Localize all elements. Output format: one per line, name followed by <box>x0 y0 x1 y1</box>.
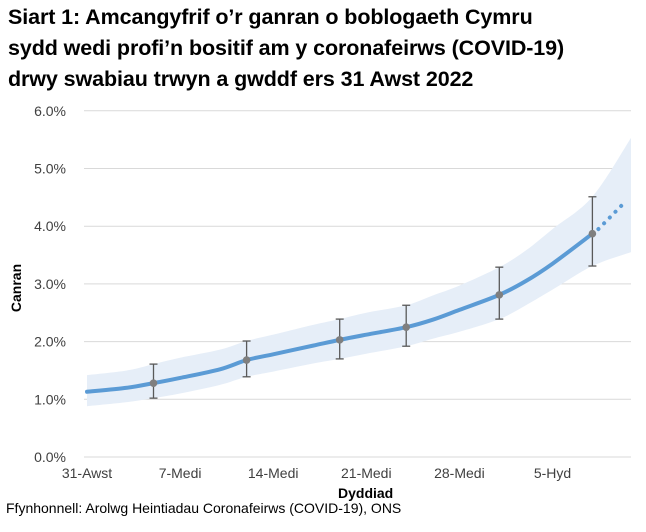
y-tick-label: 6.0% <box>34 103 66 119</box>
estimate-markers <box>149 229 597 387</box>
estimate-marker <box>149 379 158 387</box>
x-tick-label: 21-Medi <box>341 465 392 481</box>
x-tick-label: 31-Awst <box>62 465 112 481</box>
estimate-marker <box>335 336 344 344</box>
y-axis-ticks: 0.0% 1.0% 2.0% 3.0% 4.0% 5.0% 6.0% <box>34 103 66 465</box>
projection-dotted-line <box>596 199 628 232</box>
source-note: Ffynhonnell: Arolwg Heintiadau Coronafei… <box>6 500 402 516</box>
x-tick-label: 7-Medi <box>159 465 202 481</box>
title-line-1: Siart 1: Amcangyfrif o’r ganran o boblog… <box>8 5 533 29</box>
x-tick-label: 14-Medi <box>248 465 299 481</box>
title-line-3: drwy swabiau trwyn a gwddf ers 31 Awst 2… <box>8 67 474 91</box>
x-tick-label: 28-Medi <box>434 465 485 481</box>
y-tick-label: 0.0% <box>34 449 66 465</box>
y-tick-label: 1.0% <box>34 391 66 407</box>
x-tick-label: 5-Hyd <box>534 465 571 481</box>
title-line-2: sydd wedi profi’n bositif am y coronafei… <box>8 36 565 60</box>
estimate-marker <box>242 356 251 364</box>
chart-title: Siart 1: Amcangyfrif o’r ganran o boblog… <box>8 2 646 95</box>
y-tick-label: 4.0% <box>34 218 66 234</box>
x-axis-ticks: 31-Awst 7-Medi 14-Medi 21-Medi 28-Medi 5-Hyd <box>62 465 571 481</box>
estimate-marker <box>588 229 597 238</box>
estimate-marker <box>402 323 411 331</box>
confidence-band <box>87 137 631 407</box>
y-axis-label: Canran <box>8 264 24 312</box>
y-tick-label: 2.0% <box>34 334 66 350</box>
x-axis-label: Dyddiad <box>338 485 394 501</box>
y-tick-label: 3.0% <box>34 276 66 292</box>
y-tick-label: 5.0% <box>34 161 66 177</box>
estimate-marker <box>495 291 504 299</box>
